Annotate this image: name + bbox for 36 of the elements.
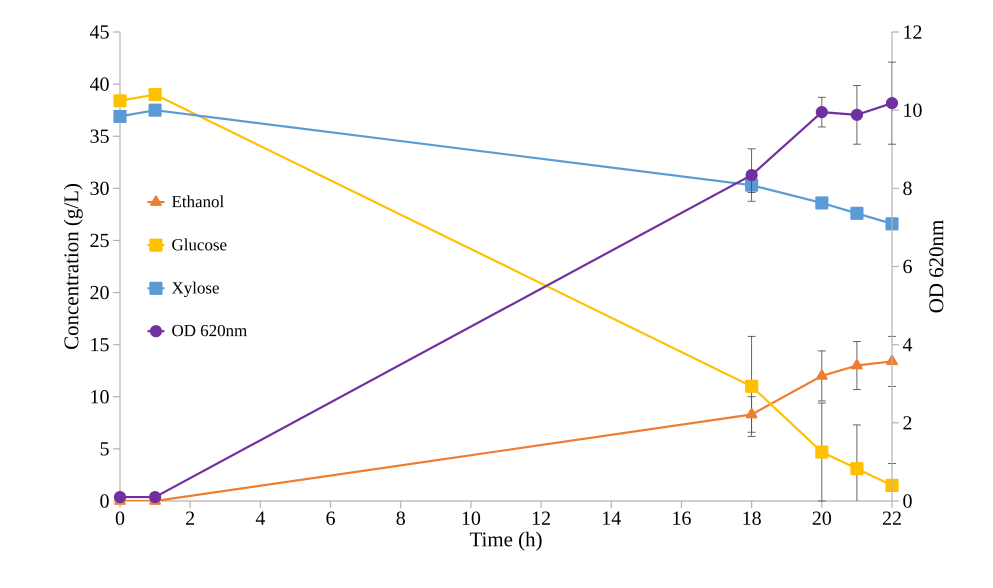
legend-label: Ethanol [172, 195, 224, 208]
y-tick-label: 25 [90, 234, 109, 248]
y-tick-label: 15 [91, 338, 109, 352]
x-tick-label: 16 [673, 512, 691, 525]
y2-tick-label: 10 [904, 103, 922, 117]
x-tick-label: 18 [743, 511, 761, 525]
y-tick-label: 10 [91, 390, 109, 404]
x-tick-label: 10 [462, 511, 480, 525]
y-tick-label: 45 [90, 25, 109, 39]
y-tick-label: 0 [100, 494, 109, 508]
y2-tick-label: 8 [903, 182, 912, 196]
y2-tick-label: 6 [903, 260, 912, 274]
y2-axis-title: OD 620nm [929, 220, 944, 312]
x-tick-label: 20 [812, 511, 832, 525]
x-tick-label: 22 [882, 512, 901, 525]
legend-label: Xylose [172, 282, 219, 298]
y-axis-title: Concentration (g/L) [64, 184, 83, 350]
y2-tick-label: 0 [903, 494, 912, 508]
y-tick-label: 35 [90, 130, 109, 143]
x-tick-label: 14 [603, 511, 621, 525]
y-tick-label: 30 [90, 182, 109, 196]
x-tick-label: 2 [186, 512, 194, 525]
x-tick-label: 0 [116, 511, 124, 525]
x-tick-label: 6 [326, 512, 335, 525]
legend-label: Glucose [172, 238, 226, 250]
x-tick-label: 4 [256, 512, 266, 525]
y2-tick-label: 4 [902, 338, 912, 352]
x-tick-label: 12 [532, 512, 550, 525]
y-tick-label: 40 [90, 77, 109, 91]
y2-tick-label: 12 [904, 25, 922, 39]
legend-label: OD 620nm [172, 324, 247, 336]
x-axis-title: Time (h) [470, 532, 542, 551]
y2-tick-label: 2 [903, 416, 912, 430]
y-tick-label: 20 [90, 286, 109, 300]
y-tick-label: 5 [100, 442, 109, 456]
x-tick-label: 8 [396, 511, 405, 525]
